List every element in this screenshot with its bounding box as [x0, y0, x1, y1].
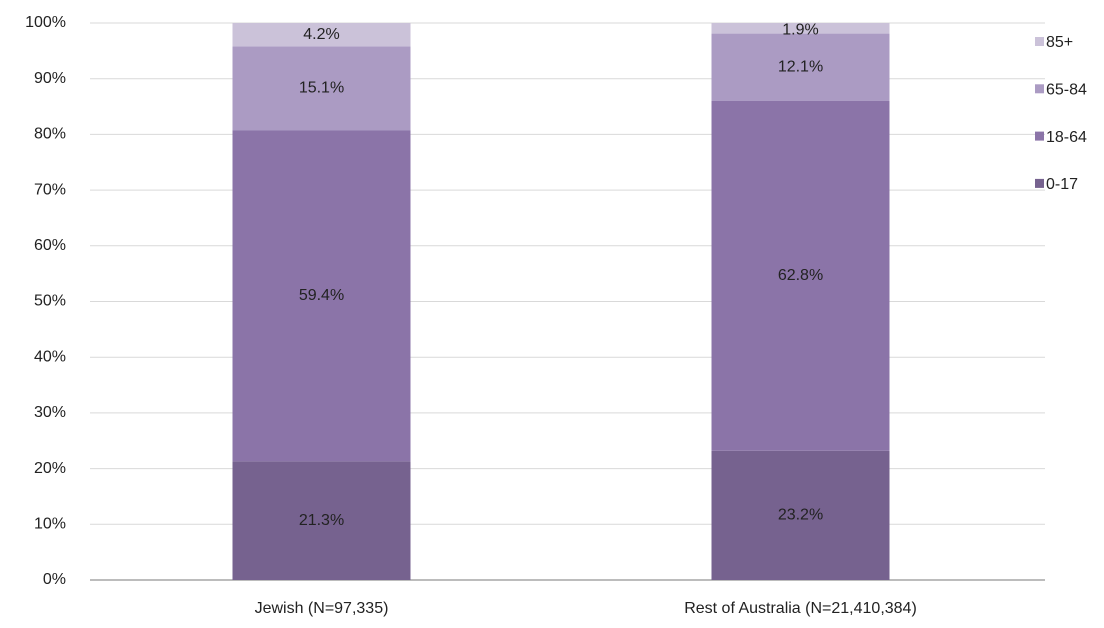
y-tick-label: 40%	[34, 348, 66, 365]
legend-label: 65-84	[1046, 82, 1087, 99]
data-label: 59.4%	[299, 287, 344, 304]
bar-segment	[232, 23, 411, 47]
y-tick-label: 20%	[34, 460, 66, 477]
y-tick-label: 0%	[43, 571, 66, 588]
data-label: 12.1%	[778, 59, 823, 76]
bar-segment	[232, 46, 411, 131]
data-label: 4.2%	[303, 26, 339, 43]
bar-segment	[232, 461, 411, 580]
bar-segment	[711, 450, 890, 580]
data-label: 23.2%	[778, 507, 823, 524]
y-tick-label: 70%	[34, 181, 66, 198]
bar-segment	[711, 100, 890, 451]
x-tick-label: Rest of Australia (N=21,410,384)	[684, 600, 917, 617]
legend-label: 0-17	[1046, 176, 1078, 193]
y-tick-label: 30%	[34, 404, 66, 421]
legend-swatch	[1035, 178, 1044, 188]
y-tick-label: 100%	[25, 14, 66, 31]
legend-swatch	[1035, 131, 1044, 141]
legend-swatch	[1035, 37, 1044, 46]
legend-swatch	[1035, 84, 1044, 94]
y-tick-label: 50%	[34, 293, 66, 310]
x-tick-label: Jewish (N=97,335)	[255, 600, 389, 617]
legend-label: 18-64	[1046, 129, 1087, 146]
bar-segment	[711, 33, 890, 101]
y-tick-label: 10%	[34, 516, 66, 533]
data-label: 1.9%	[782, 22, 818, 39]
bar-segment	[232, 130, 411, 462]
y-tick-label: 80%	[34, 126, 66, 143]
data-label: 62.8%	[778, 267, 823, 284]
y-tick-label: 60%	[34, 237, 66, 254]
data-label: 15.1%	[299, 80, 344, 97]
data-label: 21.3%	[299, 512, 344, 529]
y-tick-label: 90%	[34, 70, 66, 87]
legend-label: 85+	[1046, 34, 1073, 51]
bar-segment	[711, 23, 890, 34]
